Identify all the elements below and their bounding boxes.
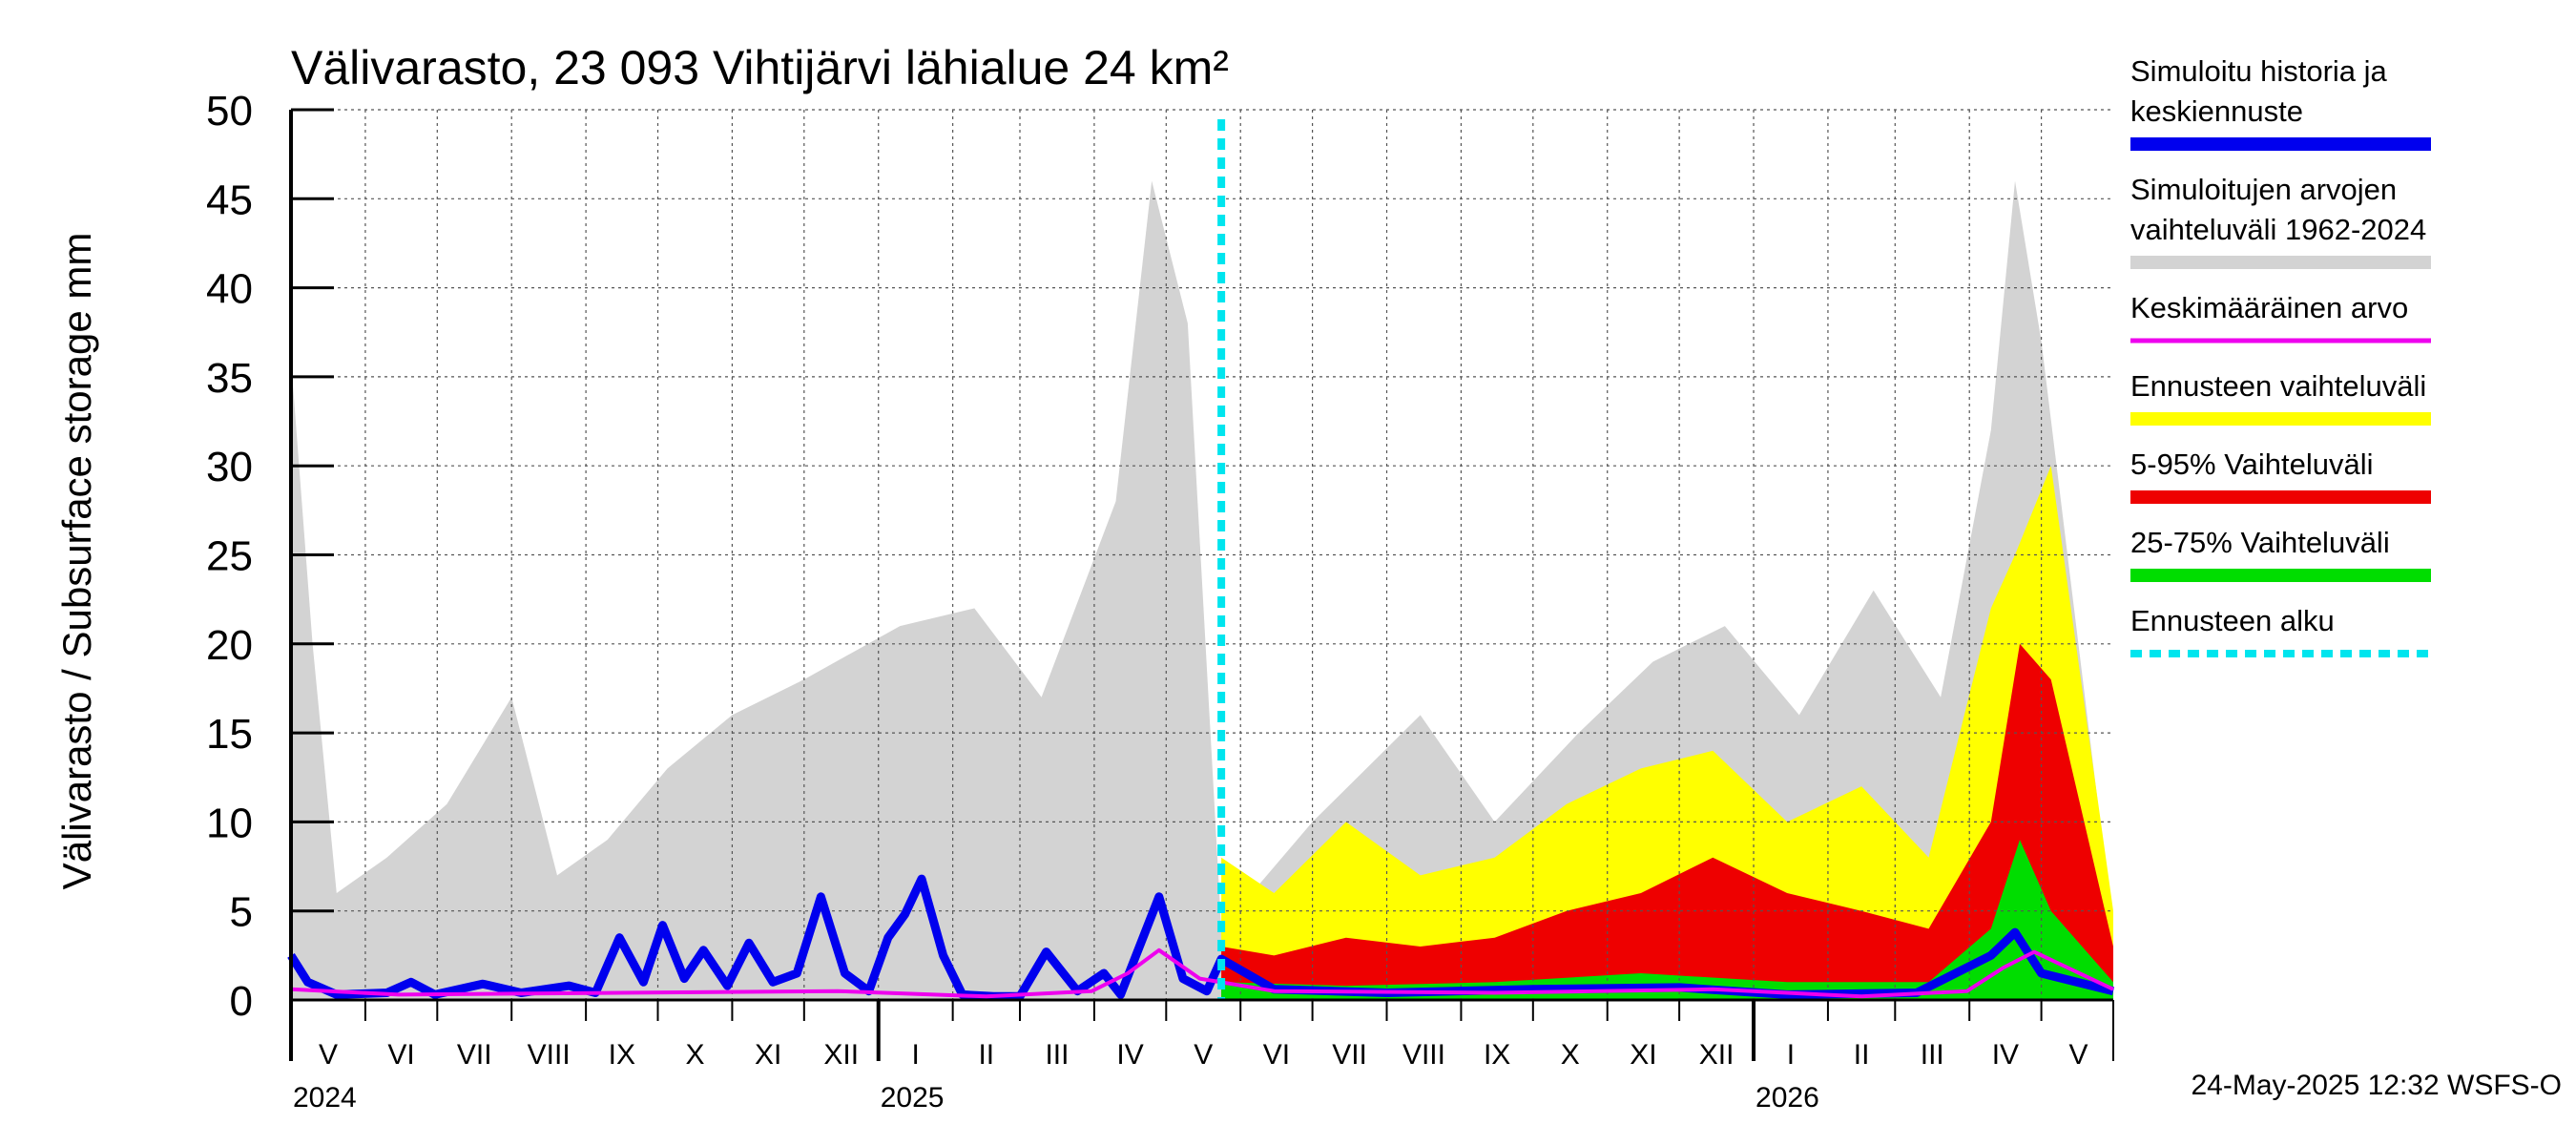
month-label: XI xyxy=(755,1039,781,1071)
y-tick-label: 0 xyxy=(230,978,253,1025)
month-label: VIII xyxy=(1402,1039,1445,1071)
month-label: IX xyxy=(1484,1039,1510,1071)
month-label: I xyxy=(1787,1039,1795,1071)
month-label: V xyxy=(319,1039,338,1071)
month-label: V xyxy=(1194,1039,1213,1071)
month-label: VII xyxy=(457,1039,492,1071)
legend-label: keskiennuste xyxy=(2130,94,2303,128)
year-label: 2024 xyxy=(293,1082,357,1114)
y-tick-label: 10 xyxy=(206,800,253,846)
y-tick-label: 30 xyxy=(206,444,253,490)
legend-label: Simuloitujen arvojen xyxy=(2130,173,2397,206)
month-label: VI xyxy=(387,1039,414,1071)
month-label: III xyxy=(1921,1039,1944,1071)
legend-label: Keskimääräinen arvo xyxy=(2130,291,2408,324)
series-mean xyxy=(290,947,2114,999)
y-tick-label: 20 xyxy=(206,622,253,669)
y-axis-label: Välivarasto / Subsurface storage mm xyxy=(54,233,99,890)
grid xyxy=(291,109,2113,1000)
legend-label: 25-75% Vaihteluväli xyxy=(2130,526,2390,559)
year-label: 2025 xyxy=(881,1082,945,1114)
month-label: X xyxy=(1561,1039,1580,1071)
y-tick-label: 50 xyxy=(206,88,253,135)
band-3 xyxy=(1221,840,2113,1000)
month-label: I xyxy=(912,1039,920,1071)
legend-label: Simuloitu historia ja xyxy=(2130,54,2388,88)
timestamp-footer: 24-May-2025 12:32 WSFS-O xyxy=(2192,1070,2563,1101)
month-label: IV xyxy=(1116,1039,1143,1071)
legend-label: vaihteluväli 1962-2024 xyxy=(2130,213,2426,246)
legend-label: Ennusteen alku xyxy=(2130,604,2335,637)
month-label: XI xyxy=(1630,1039,1656,1071)
month-label: XII xyxy=(1699,1039,1735,1071)
band-1 xyxy=(1221,466,2113,1000)
month-label: XII xyxy=(823,1039,859,1071)
year-label: 2026 xyxy=(1755,1082,1819,1114)
month-label: VII xyxy=(1332,1039,1367,1071)
month-label: IX xyxy=(609,1039,635,1071)
month-label: II xyxy=(978,1039,994,1071)
chart-text: Välivarasto, 23 093 Vihtijärvi lähialue … xyxy=(54,41,2562,1114)
month-label: VIII xyxy=(528,1039,571,1071)
month-label: V xyxy=(2069,1039,2088,1071)
y-tick-label: 35 xyxy=(206,355,253,402)
y-tick-label: 5 xyxy=(230,889,253,936)
chart-title: Välivarasto, 23 093 Vihtijärvi lähialue … xyxy=(291,41,1229,94)
month-label: VI xyxy=(1263,1039,1290,1071)
range-bands xyxy=(291,180,2113,1001)
y-tick-label: 40 xyxy=(206,266,253,313)
month-label: II xyxy=(1854,1039,1870,1071)
y-tick-label: 45 xyxy=(206,177,253,223)
legend-label: Ennusteen vaihteluväli xyxy=(2130,369,2426,403)
y-tick-label: 15 xyxy=(206,711,253,758)
month-label: X xyxy=(685,1039,704,1071)
axes xyxy=(289,108,2114,1061)
legend: Simuloitu historia ja keskiennuste Simuloi… xyxy=(2130,54,2431,657)
y-tick-label: 25 xyxy=(206,533,253,580)
month-label: IV xyxy=(1992,1039,2019,1071)
legend-label: 5-95% Vaihteluväli xyxy=(2130,448,2373,481)
month-label: III xyxy=(1045,1039,1069,1071)
series-lines xyxy=(287,119,2115,1001)
